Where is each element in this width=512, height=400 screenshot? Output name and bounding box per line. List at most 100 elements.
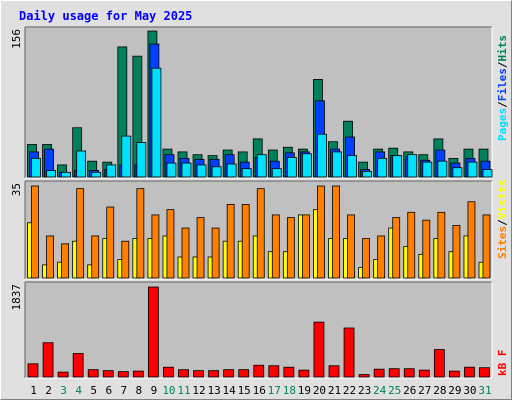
kbf-bar [433,349,445,378]
sites-bar [181,227,190,279]
kbf-bar [132,370,144,378]
sites-bar [407,211,416,279]
pages-bar [332,151,342,178]
day-label: 29 [448,384,461,397]
pages-bar [76,150,87,178]
kbf-bar [193,370,204,378]
kbf-bar [418,369,430,378]
day-label: 10 [162,384,175,397]
legend: Sites/Visits [496,180,509,260]
kbf-bar [388,368,400,378]
sites-bar [46,235,54,279]
day-label: 3 [60,384,67,397]
pages-bar [317,133,327,178]
pages-bar [61,171,71,178]
day-label: 5 [90,384,97,397]
kbf-bar [42,342,54,378]
sites-bar [241,203,250,279]
legend-entry: Hits [496,35,509,62]
pages-bar [241,168,252,178]
legend-entry: Files [496,68,509,101]
sites-bar [422,219,431,279]
kbf-bar [358,374,370,378]
day-label: 6 [105,384,112,397]
pages-bar [362,171,373,178]
y-max-label: 35 [10,183,23,196]
pages-bar [301,153,312,178]
sites-bar [452,225,461,279]
kbf-bar [343,327,355,378]
day-label: 14 [223,384,237,397]
sites-bar [61,243,69,279]
day-label: 12 [192,384,205,397]
legend-entry: kB F [496,350,509,377]
legend-separator: / [496,61,509,68]
pages-bar [256,154,267,178]
kbf-bar [163,366,174,378]
pages-bar [467,161,478,178]
legend-entry: Pages [496,108,509,141]
pages-bar [407,154,418,178]
sites-bar [317,185,325,279]
kbf-bar [178,369,189,378]
y-max-label: 156 [10,29,23,49]
sites-bar [211,227,220,279]
legend: Pages/Files/Hits [496,35,509,141]
pages-bar [437,160,448,178]
kbf-bar [268,365,280,378]
pages-bar [46,170,56,178]
legend-entry: / [496,219,509,226]
legend-entry: Visits [496,180,509,220]
sites-bar [482,214,491,279]
kbf-bar [403,368,415,378]
day-label: 1 [30,384,37,397]
kbf-bar [72,353,84,378]
sites-bar [151,214,160,279]
sites-bar [76,188,85,279]
legend: kB F [496,350,509,377]
pages-bar [106,164,117,178]
sites-bar [256,188,265,279]
pages-bar [181,162,192,178]
day-label: 2 [45,384,52,397]
day-label: 17 [268,384,281,397]
sites-bar [121,240,130,279]
kbf-bar [464,366,475,378]
kbf-bar [328,365,340,378]
pages-bar [482,169,493,178]
day-label: 25 [388,384,401,397]
sites-bar [106,206,115,279]
sites-bar [271,214,280,279]
day-label: 30 [463,384,476,397]
pages-bar [211,166,222,178]
day-label: 27 [418,384,431,397]
sites-bar [31,185,39,279]
legend-entry: Sites [496,226,509,259]
day-label: 20 [313,384,326,397]
sites-bar [286,217,295,279]
day-label: 4 [75,384,82,397]
kbf-bar [479,367,490,378]
pages-bar [347,155,357,178]
pages-bar [151,67,162,178]
plot-area-3 [25,282,492,378]
y-max-label: 1837 [10,284,23,311]
day-label: 13 [207,384,220,397]
sites-bar [347,214,355,279]
sites-bar [437,211,446,279]
day-label: 9 [151,384,158,397]
kbf-bar [87,369,99,378]
sites-bar [166,209,175,279]
pages-bar [121,135,132,178]
pages-bar [392,155,403,178]
day-label: 7 [120,384,127,397]
sites-bar [136,188,145,279]
kbf-bar [27,363,39,378]
kbf-bar [117,371,129,378]
kbf-bar [253,364,265,378]
kbf-bar [448,370,460,378]
pages-bar [91,171,102,178]
day-label: 28 [433,384,446,397]
pages-bar [452,167,463,178]
